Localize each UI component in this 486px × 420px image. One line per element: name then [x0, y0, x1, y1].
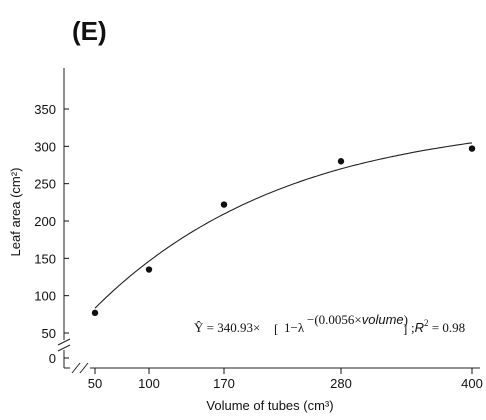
svg-text:Ŷ = 340.93×: Ŷ = 340.93×	[194, 320, 260, 335]
x-axis-break-mark	[71, 362, 89, 374]
data-point	[468, 145, 476, 152]
y-axis-title: Leaf area (cm²)	[8, 168, 23, 257]
eq-exp-close: )	[404, 312, 408, 327]
data-point	[91, 309, 99, 317]
y-tick-label: 0	[49, 351, 56, 366]
panel-label: (E)	[72, 16, 107, 46]
x-ticks: 50 100 170 280 400	[88, 368, 483, 391]
y-tick-label: 50	[42, 326, 56, 341]
eq-r-value: = 0.98	[429, 320, 466, 335]
y-axis-break-mark	[57, 338, 71, 352]
y-tick-label: 250	[34, 177, 56, 192]
y-tick-label: 200	[34, 214, 56, 229]
data-point	[220, 201, 228, 208]
svg-text:;R2 = 0.98: ;R2 = 0.98	[411, 318, 465, 335]
eq-separator: ;	[411, 320, 415, 335]
data-point	[145, 266, 153, 273]
eq-exp-var: volume	[362, 312, 404, 327]
fit-curve	[94, 142, 473, 309]
x-axis-title: Volume of tubes (cm³)	[206, 398, 333, 413]
x-tick-label: 170	[213, 376, 235, 391]
data-point	[337, 158, 345, 165]
y-tick-label: 150	[34, 251, 56, 266]
x-tick-label: 280	[330, 376, 352, 391]
eq-bracket-close: ]	[403, 321, 407, 336]
svg-text:−(0.0056×volume): −(0.0056×volume)	[307, 312, 408, 327]
y-tick-label: 100	[34, 289, 56, 304]
eq-one-minus: 1−λ	[284, 320, 305, 335]
eq-coefficient: = 340.93×	[203, 320, 260, 335]
y-tick-label: 350	[34, 102, 56, 117]
fit-equation: Ŷ = 340.93× [ 1−λ −(0.0056×volume) ] ;R2…	[194, 312, 465, 336]
x-tick-label: 100	[138, 376, 160, 391]
y-ticks: 0 50 100 150 200 250 300 350	[34, 102, 69, 366]
x-tick-label: 50	[88, 376, 102, 391]
y-tick-label: 300	[34, 139, 56, 154]
eq-yhat: Ŷ	[194, 320, 204, 335]
eq-bracket-open: [	[274, 321, 278, 336]
eq-r-label: R	[415, 320, 424, 335]
data-points	[91, 145, 476, 317]
eq-exp-open: −(0.0056×	[307, 312, 362, 327]
x-tick-label: 400	[461, 376, 483, 391]
eq-r-sup: 2	[424, 318, 429, 328]
